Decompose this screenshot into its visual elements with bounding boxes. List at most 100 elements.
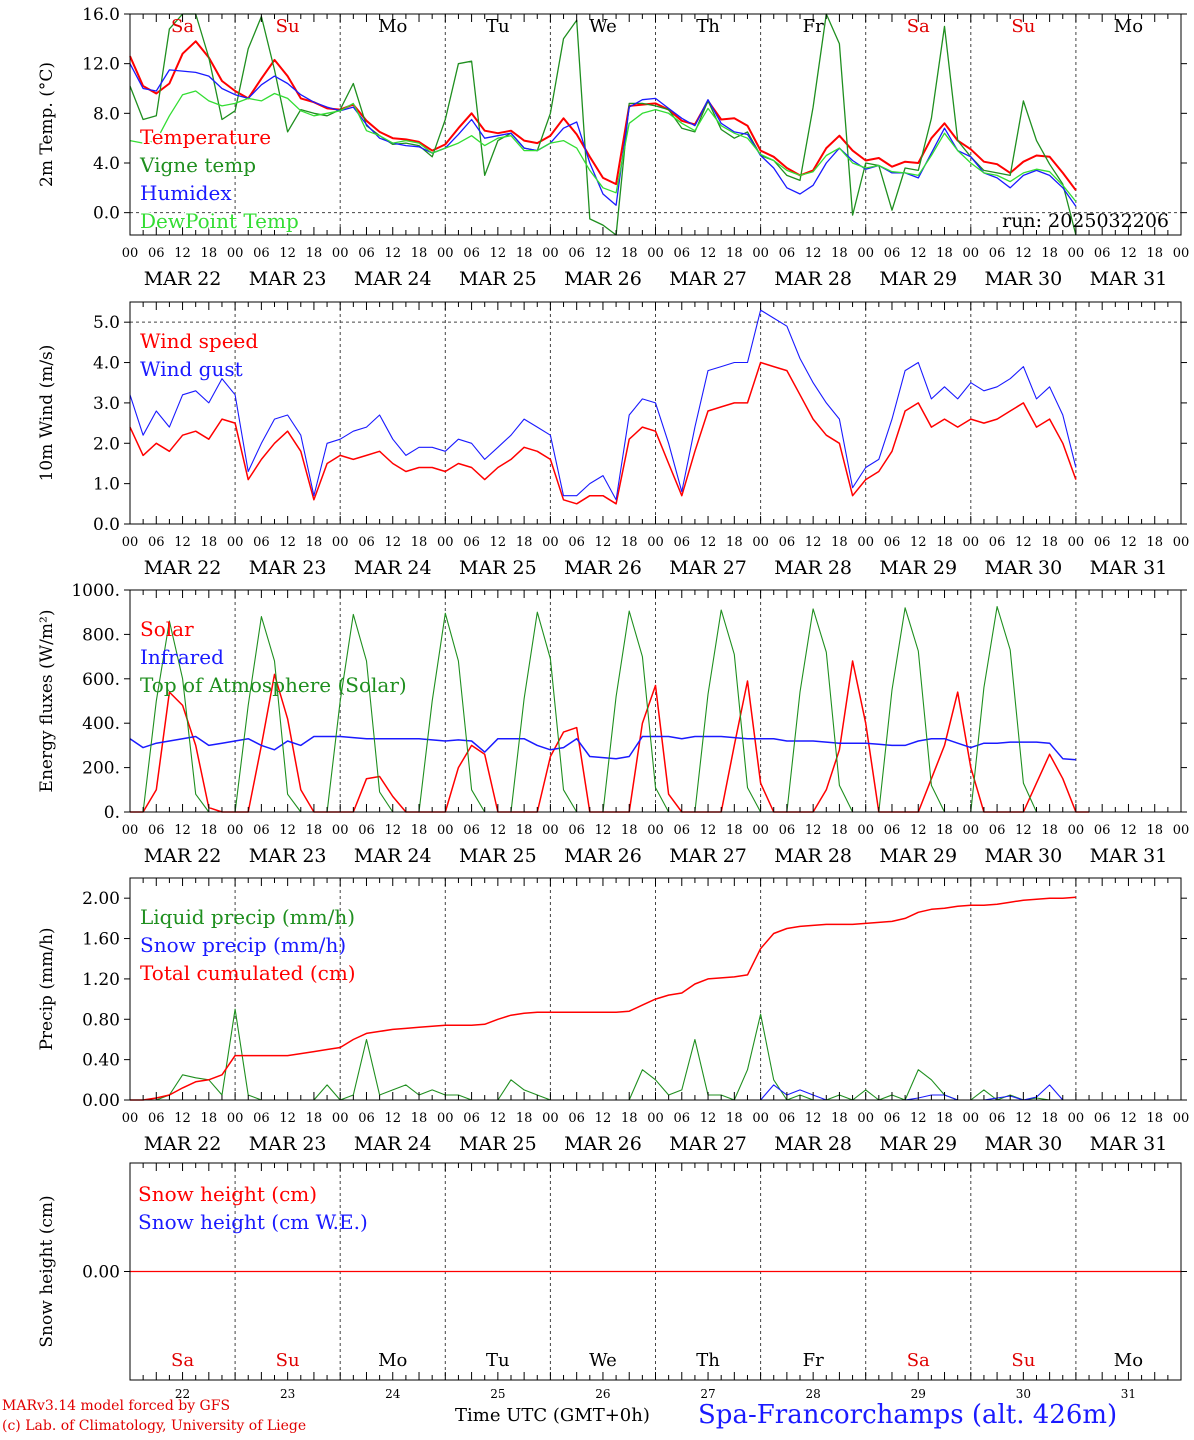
x-hour-label: 18 [516,1111,533,1126]
x-hour-label: 00 [1173,246,1190,261]
x-hour-label: 06 [253,535,270,550]
day-number-label: 27 [700,1387,715,1401]
station-title: Spa-Francorchamps (alt. 426m) [698,1400,1118,1430]
x-hour-label: 18 [1041,1111,1058,1126]
y-tick-label: 16.0 [82,5,120,25]
x-hour-label: 12 [384,535,401,550]
x-date-label: MAR 29 [879,1133,957,1155]
x-date-label: MAR 23 [249,557,327,579]
x-hour-label: 00 [542,1111,559,1126]
legend-entry: Snow height (cm) [138,1182,317,1206]
x-hour-label: 06 [568,246,585,261]
panel-1: 16.0 12.0 8.0 4.0 0.0 2m Temp. (°C) 00 06 12 18 00… [37,5,1189,290]
series-line-2 [129,309,1077,501]
y-axis-label: Snow height (cm) [37,1195,57,1347]
x-date-label: MAR 28 [774,1133,852,1155]
x-hour-label: 12 [490,823,507,838]
x-hour-label: 06 [358,823,375,838]
x-date-label: MAR 30 [984,1133,1062,1155]
x-hour-label: 18 [936,823,953,838]
weekday-label: Fr [803,1350,824,1371]
x-date-label: MAR 28 [774,268,852,290]
x-date-label: MAR 24 [354,845,432,867]
weekday-label: Tu [486,1350,510,1371]
x-date-label: MAR 31 [1090,268,1168,290]
x-hour-label: 00 [857,823,874,838]
x-hour-label: 06 [253,1111,270,1126]
x-hour-label: 00 [963,535,980,550]
x-hour-label: 00 [332,246,349,261]
x-hour-label: 06 [989,535,1006,550]
model-credit: MARv3.14 model forced by GFS [2,1398,231,1414]
x-hour-label: 12 [595,1111,612,1126]
x-hour-label: 12 [174,823,191,838]
day-number-label: 30 [1016,1387,1031,1401]
x-hour-label: 18 [831,535,848,550]
x-date-label: MAR 27 [669,1133,747,1155]
legend-entry: Liquid precip (mm/h) [140,905,355,929]
x-hour-label: 18 [516,823,533,838]
x-hour-label: 12 [279,535,296,550]
x-hour-label: 12 [1015,246,1032,261]
panel-5: 0.00 Snow height (cm) Sa Su Mo Tu We Th Fr Sa Su Mo… [37,1162,1187,1401]
weekday-label: Su [1011,16,1035,37]
x-hour-label: 12 [1015,1111,1032,1126]
series-line-2 [129,735,1076,761]
x-hour-label: 00 [227,1111,244,1126]
x-hour-label: 18 [1146,1111,1163,1126]
x-hour-label: 06 [884,1111,901,1126]
day-number-label: 29 [911,1387,926,1401]
x-hour-label: 06 [148,823,165,838]
y-tick-label: 1000. [71,581,120,601]
y-tick-label: 0.80 [82,1010,120,1030]
x-date-label: MAR 31 [1090,557,1168,579]
x-hour-label: 06 [674,1111,691,1126]
x-date-label: MAR 28 [774,557,852,579]
x-date-label: MAR 31 [1090,1133,1168,1155]
x-hour-label: 12 [384,246,401,261]
x-hour-label: 00 [122,823,139,838]
x-date-label: MAR 25 [459,1133,537,1155]
x-hour-label: 12 [490,535,507,550]
day-number-label: 26 [595,1387,610,1401]
x-hour-label: 18 [1041,823,1058,838]
y-tick-label: 600. [82,670,120,690]
x-hour-label: 18 [621,535,638,550]
day-number-label: 23 [280,1387,295,1401]
x-hour-label: 18 [516,246,533,261]
series-line-1 [129,361,1077,505]
x-hour-label: 18 [831,1111,848,1126]
y-tick-label: 4.0 [93,154,120,174]
x-hour-label: 06 [148,246,165,261]
legend-entry: Top of Atmosphere (Solar) [140,673,407,697]
x-hour-label: 06 [463,246,480,261]
series-line-3 [130,896,1076,1101]
x-hour-label: 18 [621,246,638,261]
y-tick-label: 0.00 [82,1263,120,1283]
x-hour-label: 00 [647,1111,664,1126]
x-hour-label: 18 [306,823,323,838]
x-hour-label: 06 [1094,535,1111,550]
weekday-label: Sa [907,1350,930,1371]
x-hour-label: 18 [411,823,428,838]
x-hour-label: 06 [1094,246,1111,261]
x-hour-label: 06 [989,823,1006,838]
x-hour-label: 06 [568,535,585,550]
x-hour-label: 00 [332,823,349,838]
y-tick-label: 8.0 [93,104,120,124]
legend-entry: Infrared [140,645,224,669]
weekday-label: Mo [1114,1350,1143,1371]
x-hour-label: 12 [805,246,822,261]
x-hour-label: 06 [779,1111,796,1126]
x-hour-label: 12 [805,1111,822,1126]
day-number-label: 28 [806,1387,821,1401]
x-hour-label: 12 [1120,246,1137,261]
y-tick-label: 400. [82,714,120,734]
x-hour-label: 18 [831,823,848,838]
x-hour-label: 00 [437,823,454,838]
x-hour-label: 00 [647,535,664,550]
x-hour-label: 18 [831,246,848,261]
weekday-label: Su [276,16,300,37]
legend-entry: Temperature [140,125,271,149]
weekday-label: Su [276,1350,300,1371]
